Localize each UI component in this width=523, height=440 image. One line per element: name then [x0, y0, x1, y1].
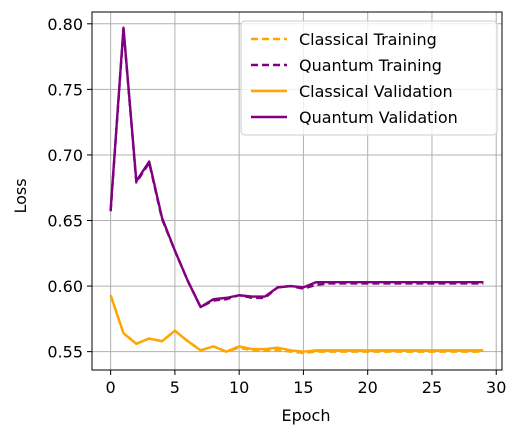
y-axis-ticks: 0.55 0.60 0.65 0.70 0.75 0.80: [47, 15, 92, 362]
y-tick-label: 0.60: [47, 277, 83, 296]
series-lines: [109, 26, 484, 355]
x-axis-label: Epoch: [282, 406, 331, 425]
x-tick-label: 30: [486, 378, 506, 397]
y-tick-label: 0.75: [47, 80, 83, 99]
legend-label: Classical Training: [299, 30, 437, 49]
legend-box: [240, 20, 498, 136]
plot-frame: [91, 11, 503, 371]
y-tick-label: 0.70: [47, 146, 83, 165]
legend: Classical Training Quantum Training Classi…: [240, 20, 498, 136]
x-tick-label: 25: [422, 378, 442, 397]
quantum-validation-line: [109, 26, 484, 309]
y-tick-label: 0.65: [47, 212, 83, 231]
x-tick-label: 0: [106, 378, 116, 397]
classical-validation-line: [109, 294, 484, 353]
x-tick-label: 10: [229, 378, 249, 397]
y-tick-label: 0.80: [47, 15, 83, 34]
legend-label: Quantum Validation: [299, 108, 458, 127]
classical-training-line: [109, 294, 484, 355]
x-tick-label: 5: [170, 378, 180, 397]
legend-label: Classical Validation: [299, 82, 453, 101]
x-tick-label: 15: [293, 378, 313, 397]
y-tick-label: 0.55: [47, 343, 83, 362]
x-tick-label: 20: [358, 378, 378, 397]
legend-label: Quantum Training: [299, 56, 442, 75]
y-axis-label: Loss: [11, 178, 30, 213]
x-axis-ticks: 0 5 10 15 20 25 30: [106, 370, 506, 397]
